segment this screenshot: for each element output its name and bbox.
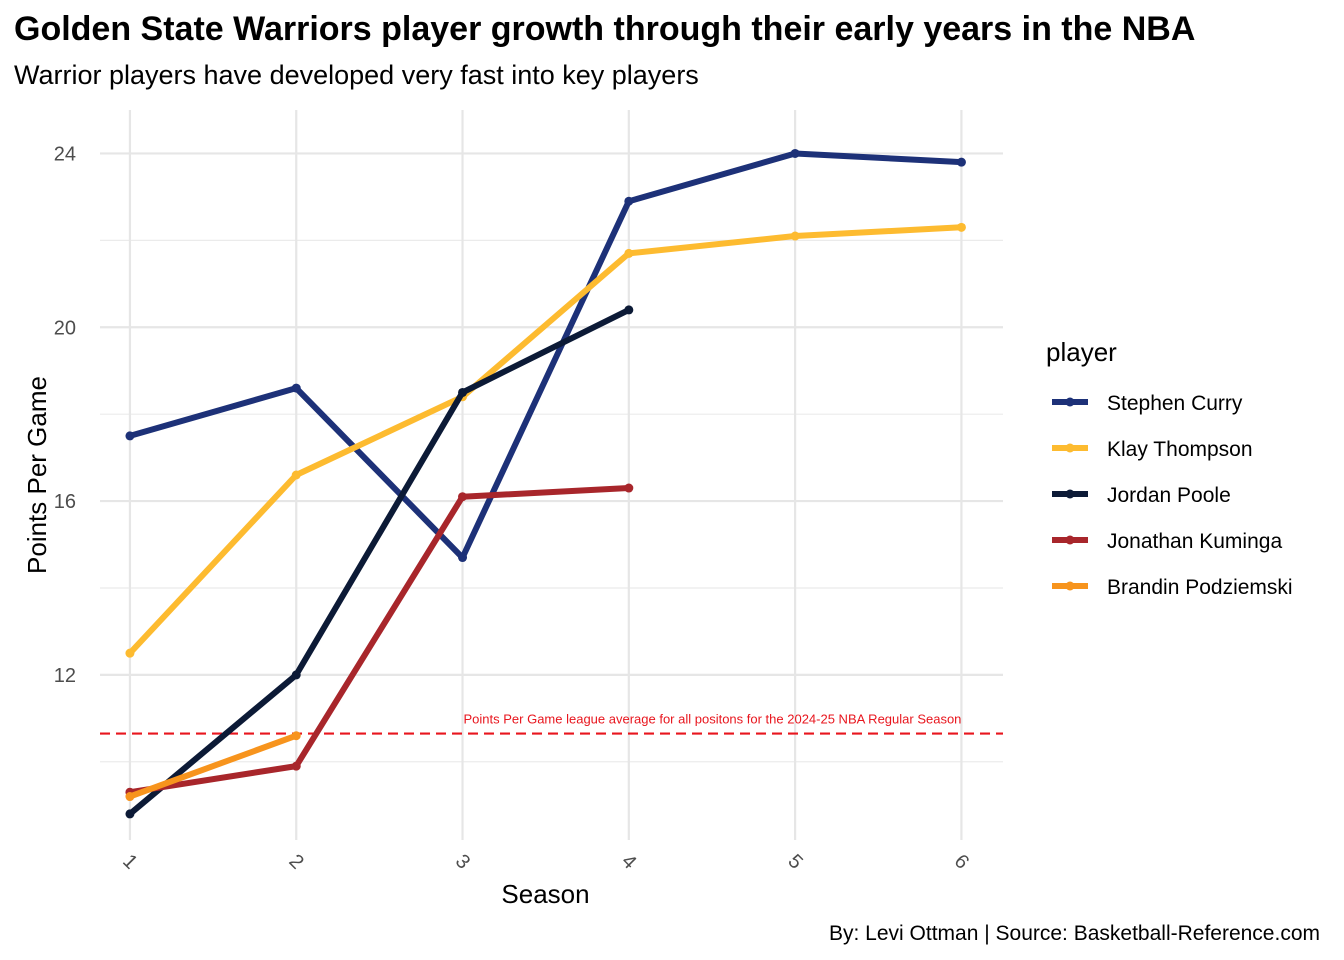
data-point-stephen-curry bbox=[125, 431, 135, 441]
legend-label-jonathan-kuminga: Jonathan Kuminga bbox=[1107, 530, 1282, 553]
reference-layer: Points Per Game league average for all p… bbox=[100, 712, 1003, 735]
series-line-jonathan-kuminga bbox=[129, 485, 629, 796]
data-point-jordan-poole bbox=[291, 670, 301, 680]
x-tick-label: 2 bbox=[285, 850, 308, 873]
data-point-jonathan-kuminga bbox=[458, 492, 468, 502]
data-point-stephen-curry bbox=[624, 196, 634, 206]
y-tick-label: 12 bbox=[54, 665, 76, 687]
x-tick-label: 1 bbox=[118, 850, 141, 873]
legend-key-point-jonathan-kuminga bbox=[1065, 535, 1075, 545]
legend-label-brandin-podziemski: Brandin Podziemski bbox=[1107, 576, 1293, 599]
data-point-klay-thompson bbox=[125, 648, 135, 658]
data-point-stephen-curry bbox=[291, 383, 301, 393]
legend-title: player bbox=[1046, 337, 1117, 367]
data-point-jonathan-kuminga bbox=[291, 761, 301, 771]
legend-label-jordan-poole: Jordan Poole bbox=[1107, 484, 1231, 507]
x-tick-label: 6 bbox=[950, 850, 973, 873]
data-point-jordan-poole bbox=[458, 387, 468, 397]
series-line-klay-thompson bbox=[127, 224, 962, 656]
data-point-stephen-curry bbox=[790, 148, 800, 158]
y-tick-label: 16 bbox=[54, 491, 76, 513]
data-point-brandin-podziemski bbox=[291, 731, 301, 741]
legend: player Stephen Curry Klay Thompson Jordan P… bbox=[1046, 337, 1293, 599]
chart-caption: By: Levi Ottman | Source: Basketball-Ref… bbox=[829, 922, 1320, 945]
data-point-klay-thompson bbox=[790, 231, 800, 241]
chart-subtitle: Warrior players have developed very fast… bbox=[14, 60, 699, 90]
legend-key-point-stephen-curry bbox=[1065, 397, 1075, 407]
legend-label-stephen-curry: Stephen Curry bbox=[1107, 392, 1243, 415]
data-point-jordan-poole bbox=[125, 809, 135, 819]
x-tick-label: 4 bbox=[617, 850, 640, 873]
y-tick-label: 24 bbox=[54, 143, 76, 165]
data-point-klay-thompson bbox=[624, 248, 634, 258]
legend-key-point-klay-thompson bbox=[1065, 443, 1075, 453]
series-line-stephen-curry bbox=[129, 150, 962, 561]
y-axis-title: Points Per Game bbox=[22, 376, 52, 574]
league-average-label: Points Per Game league average for all p… bbox=[464, 712, 962, 727]
chart-title: Golden State Warriors player growth thro… bbox=[14, 10, 1196, 48]
data-point-brandin-podziemski bbox=[125, 792, 135, 802]
data-point-stephen-curry bbox=[458, 553, 468, 563]
series-line-brandin-podziemski bbox=[128, 732, 298, 800]
data-point-stephen-curry bbox=[956, 157, 966, 167]
series-line-jordan-poole bbox=[127, 307, 631, 817]
data-point-jonathan-kuminga bbox=[624, 483, 634, 493]
data-point-jordan-poole bbox=[624, 305, 634, 315]
data-point-klay-thompson bbox=[291, 470, 301, 480]
series-layer bbox=[125, 148, 966, 819]
x-tick-label: 5 bbox=[783, 850, 806, 873]
data-point-klay-thompson bbox=[956, 222, 966, 232]
y-tick-label: 20 bbox=[54, 317, 76, 339]
legend-key-point-brandin-podziemski bbox=[1065, 581, 1075, 591]
legend-key-point-jordan-poole bbox=[1065, 489, 1075, 499]
legend-label-klay-thompson: Klay Thompson bbox=[1107, 438, 1253, 461]
grid bbox=[100, 110, 1003, 840]
x-axis-title: Season bbox=[501, 879, 589, 909]
x-tick-label: 3 bbox=[451, 850, 474, 873]
